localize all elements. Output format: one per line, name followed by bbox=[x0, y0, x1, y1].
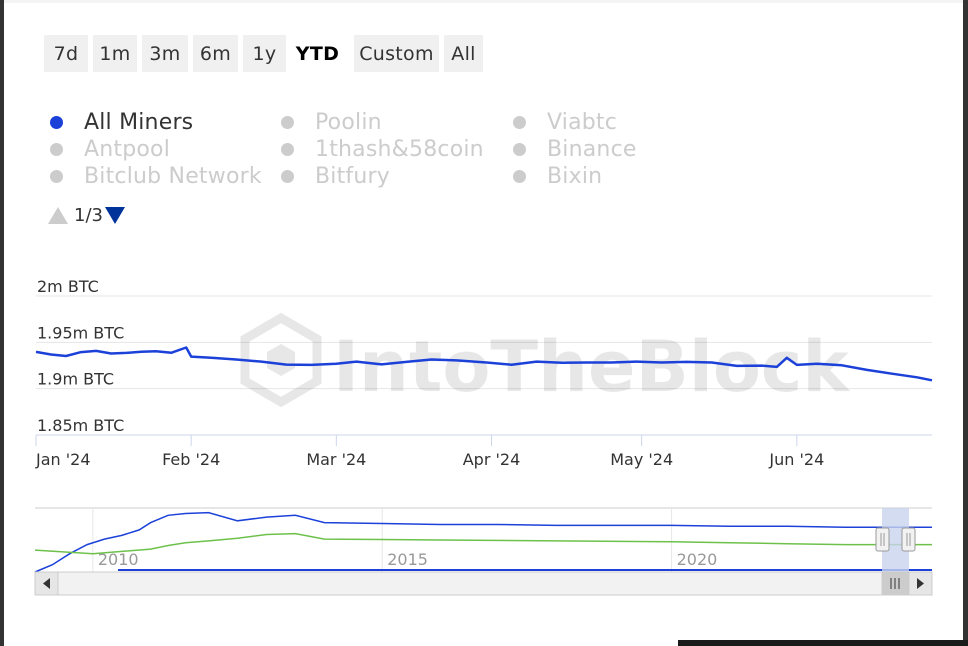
legend-item-antpool[interactable]: Antpool bbox=[50, 136, 170, 163]
series-marker-icon bbox=[281, 143, 294, 156]
legend-item-viabtc[interactable]: Viabtc bbox=[513, 109, 617, 136]
top-strip bbox=[4, 0, 963, 3]
legend-label: Bixin bbox=[547, 164, 603, 189]
triangle-down-icon[interactable] bbox=[104, 206, 125, 224]
legend-item-bitfury[interactable]: Bitfury bbox=[281, 163, 390, 190]
range-button-all[interactable]: All bbox=[444, 35, 483, 72]
window-border-right bbox=[963, 0, 968, 646]
legend-item-1thash-58coin[interactable]: 1thash&58coin bbox=[281, 136, 484, 163]
scrollbar-thumb[interactable] bbox=[881, 571, 910, 596]
legend-page-indicator: 1/3 bbox=[74, 204, 103, 226]
legend-label: Poolin bbox=[315, 110, 382, 135]
legend: All Miners Poolin Viabtc Antpool 1thash&… bbox=[46, 108, 686, 198]
legend-label: 1thash&58coin bbox=[315, 137, 484, 162]
series-marker-icon bbox=[281, 170, 294, 183]
series-marker-icon bbox=[50, 143, 63, 156]
series-marker-icon bbox=[281, 116, 294, 129]
legend-item-binance[interactable]: Binance bbox=[513, 136, 637, 163]
series-marker-icon bbox=[50, 116, 63, 129]
range-button-7d[interactable]: 7d bbox=[44, 35, 88, 72]
range-button-custom[interactable]: Custom bbox=[354, 35, 439, 72]
legend-item-poolin[interactable]: Poolin bbox=[281, 109, 382, 136]
legend-pager: 1/3 bbox=[48, 203, 125, 227]
scroll-right-button[interactable] bbox=[908, 571, 933, 596]
series-marker-icon bbox=[50, 170, 63, 183]
legend-item-bixin[interactable]: Bixin bbox=[513, 163, 602, 190]
legend-item-all-miners[interactable]: All Miners bbox=[50, 109, 193, 136]
legend-label: Bitfury bbox=[315, 164, 390, 189]
window-border-left bbox=[0, 0, 4, 646]
legend-label: Antpool bbox=[84, 137, 171, 162]
range-button-1y[interactable]: 1y bbox=[243, 35, 286, 72]
range-button-6m[interactable]: 6m bbox=[193, 35, 238, 72]
legend-item-bitclub-network[interactable]: Bitclub Network bbox=[50, 163, 262, 190]
triangle-up-icon[interactable] bbox=[48, 206, 68, 224]
range-button-ytd[interactable]: YTD bbox=[290, 35, 345, 72]
series-marker-icon bbox=[513, 116, 526, 129]
arrow-left-icon bbox=[43, 578, 50, 589]
range-button-3m[interactable]: 3m bbox=[142, 35, 188, 72]
series-marker-icon bbox=[513, 143, 526, 156]
range-button-1m[interactable]: 1m bbox=[93, 35, 137, 72]
grip-icon bbox=[890, 578, 900, 589]
legend-label: Bitclub Network bbox=[84, 164, 262, 189]
navigator-handle-right[interactable] bbox=[901, 527, 916, 552]
scrollbar bbox=[34, 571, 933, 596]
series-marker-icon bbox=[513, 170, 526, 183]
legend-label: All Miners bbox=[84, 110, 194, 135]
legend-label: Binance bbox=[547, 137, 637, 162]
scroll-left-button[interactable] bbox=[34, 571, 59, 596]
navigator-handle-left[interactable] bbox=[875, 527, 890, 552]
taskbar-fragment bbox=[678, 640, 968, 646]
legend-label: Viabtc bbox=[547, 110, 618, 135]
arrow-right-icon bbox=[917, 578, 924, 589]
scrollbar-track[interactable] bbox=[34, 571, 933, 596]
